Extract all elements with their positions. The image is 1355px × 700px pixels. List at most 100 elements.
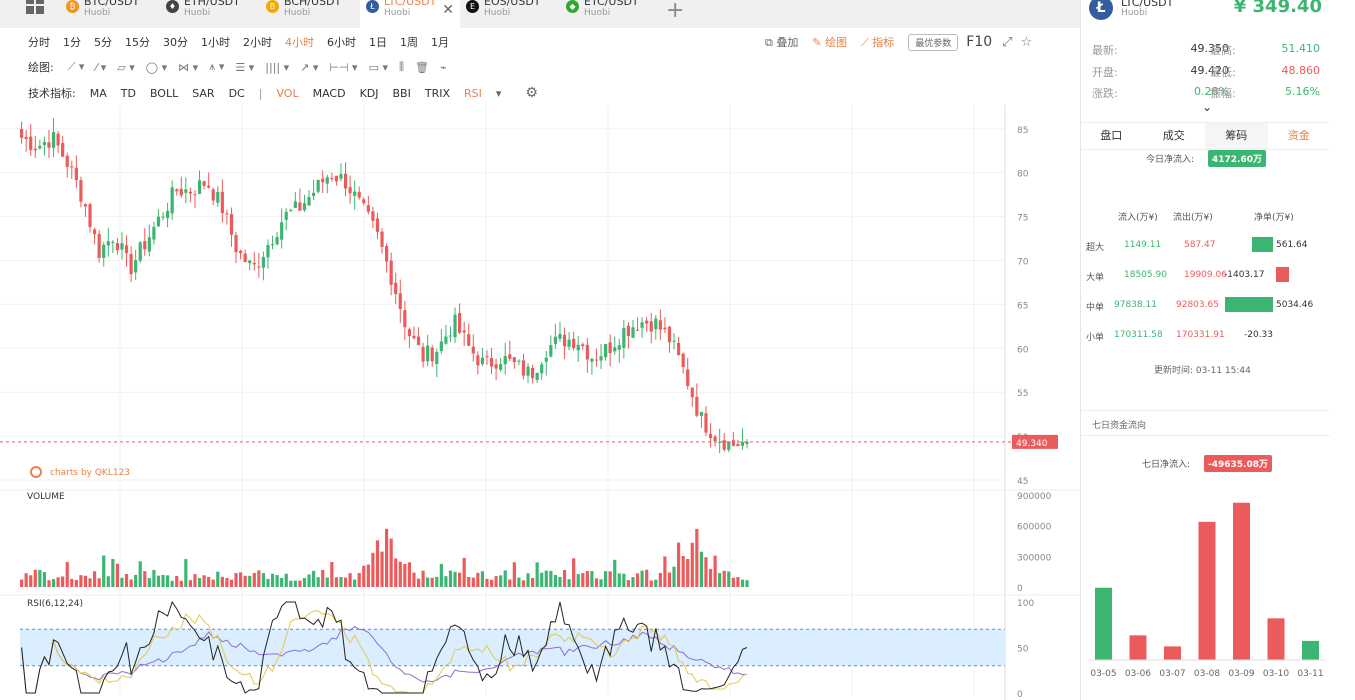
timeframe-3[interactable]: 15分 bbox=[125, 36, 150, 49]
timeframe-11[interactable]: 1月 bbox=[431, 36, 449, 49]
rsi-axis-label: 100 bbox=[1017, 599, 1034, 609]
col-inflow-header: 流入(万¥) bbox=[1118, 213, 1158, 223]
indicator-button[interactable]: ⟋ 指标 bbox=[861, 36, 895, 49]
eos-coin-icon: E bbox=[466, 0, 479, 13]
fibonacci-tool-icon[interactable]: ☰ ▾ bbox=[235, 60, 255, 74]
candlestick-chart[interactable]: 85 80 75 70 65 60 55 50 45 49.340 900000 600000 3000… bbox=[0, 105, 1080, 700]
arrow-tool-icon[interactable]: ↗ ▾ bbox=[300, 60, 319, 74]
seven-day-bar-03-06 bbox=[1129, 635, 1147, 660]
panel-divider bbox=[1080, 0, 1081, 700]
flow-net-bar bbox=[1276, 267, 1290, 282]
tab-ltc-usdt[interactable]: Ł LTC/USDT Huobi ✕ bbox=[360, 0, 460, 28]
indicator-dropdown-icon[interactable]: ▾ bbox=[495, 86, 502, 100]
brush-icon[interactable]: ⌁ bbox=[440, 60, 447, 74]
timeframe-0[interactable]: 分时 bbox=[28, 36, 50, 49]
tab-eth-usdt[interactable]: ♦ ETH/USDT Huobi bbox=[160, 0, 260, 28]
channel-tool-icon[interactable]: ▱ ▾ bbox=[117, 60, 135, 74]
indicator-rsi[interactable]: RSI bbox=[464, 86, 482, 100]
seven-day-net-label: 七日净流入: bbox=[1142, 460, 1191, 470]
rsi-label: RSI(6,12,24) bbox=[27, 599, 83, 609]
grid-menu-icon[interactable] bbox=[26, 0, 44, 14]
seven-day-date-label: 03-11 bbox=[1297, 669, 1323, 679]
timeframe-7[interactable]: 4小时 bbox=[285, 36, 314, 49]
timeframe-1[interactable]: 1分 bbox=[63, 36, 81, 49]
tab-orderbook[interactable]: 盘口 bbox=[1100, 129, 1123, 142]
gann-tool-icon[interactable]: |||| ▾ bbox=[265, 60, 290, 74]
right-tabs: 盘口 成交 筹码 资金 bbox=[1080, 122, 1330, 150]
open-label: 开盘: bbox=[1092, 66, 1118, 79]
indicator-bar: 技术指标: MA TD BOLL SAR DC | VOL MACD KDJ BBI TRIX RSI… bbox=[28, 85, 552, 101]
seven-day-date-label: 03-05 bbox=[1090, 669, 1116, 679]
volume-axis-label: 300000 bbox=[1017, 553, 1052, 563]
cny-price: ¥ 349.40 bbox=[1233, 0, 1322, 17]
change-value: 0.28% bbox=[1194, 85, 1229, 98]
measure-tool-icon[interactable]: ⊢⊣ ▾ bbox=[329, 60, 358, 74]
timeframe-8[interactable]: 6小时 bbox=[327, 36, 356, 49]
fullscreen-icon[interactable]: ⤢ bbox=[1002, 34, 1013, 50]
indicator-vol[interactable]: VOL bbox=[276, 86, 299, 100]
delete-icon[interactable]: 🗑 bbox=[415, 60, 430, 74]
pair-name: LTC/USDT bbox=[1121, 0, 1174, 9]
seven-day-bar-03-07 bbox=[1164, 646, 1181, 660]
indicator-separator: | bbox=[258, 86, 263, 100]
timeframe-10[interactable]: 1周 bbox=[400, 36, 418, 49]
ray-tool-icon[interactable]: ⁄ ▾ bbox=[95, 60, 107, 74]
settings-gear-icon[interactable]: ⚙ bbox=[525, 85, 538, 101]
col-net-header: 净单(万¥) bbox=[1254, 213, 1294, 223]
overlay-button[interactable]: ⧉ 叠加 bbox=[765, 36, 799, 49]
flow-net-value: 5034.46 bbox=[1276, 300, 1314, 310]
flow-outflow: 170331.91 bbox=[1176, 330, 1225, 340]
chart-toolbar-right: ⧉ 叠加 ✎ 绘图 ⟋ 指标 最优参数 F10 ⤢ ☆ bbox=[765, 32, 1040, 52]
tab-bar: ₿ BTC/USDT Huobi ♦ ETH/USDT Huobi B BCH/USDT Huo… bbox=[0, 0, 1080, 28]
indicator-td[interactable]: TD bbox=[120, 86, 136, 100]
indicator-ma[interactable]: MA bbox=[89, 86, 107, 100]
shape-tool-icon[interactable]: ◯ ▾ bbox=[145, 60, 168, 74]
tab-btc-usdt[interactable]: ₿ BTC/USDT Huobi bbox=[60, 0, 160, 28]
add-tab-icon[interactable]: + bbox=[666, 0, 685, 23]
tab-eos-usdt[interactable]: E EOS/USDT Huobi bbox=[460, 0, 560, 28]
tab-etc-usdt[interactable]: ◆ ETC/USDT Huobi bbox=[560, 0, 660, 28]
tab-exchange: Huobi bbox=[484, 8, 511, 18]
best-params-button[interactable]: 最优参数 bbox=[908, 33, 959, 51]
tab-exchange: Huobi bbox=[184, 8, 211, 18]
line-tool-icon[interactable]: ⟋ ▾ bbox=[67, 60, 85, 73]
flow-net-value: 561.64 bbox=[1276, 240, 1308, 250]
indicator-sar[interactable]: SAR bbox=[192, 86, 215, 100]
chart-watermark: charts by QKL123 bbox=[50, 468, 130, 478]
indicator-macd[interactable]: MACD bbox=[312, 86, 346, 100]
tab-name: ETC/USDT bbox=[584, 0, 639, 8]
btc-coin-icon: ₿ bbox=[66, 0, 79, 13]
price-axis-label: 45 bbox=[1017, 477, 1028, 487]
timeframe-6[interactable]: 2小时 bbox=[243, 36, 272, 49]
chevron-down-icon[interactable]: ⌄ bbox=[1202, 100, 1213, 114]
f10-button[interactable]: F10 bbox=[966, 34, 993, 50]
col-outflow-header: 流出(万¥) bbox=[1173, 213, 1213, 223]
indicator-boll[interactable]: BOLL bbox=[149, 86, 179, 100]
qkl-logo-icon bbox=[30, 466, 42, 478]
timeframe-5[interactable]: 1小时 bbox=[201, 36, 230, 49]
annotation-tool-icon[interactable]: ▭ ▾ bbox=[368, 60, 388, 74]
timeframe-2[interactable]: 5分 bbox=[94, 36, 112, 49]
pitchfork-tool-icon[interactable]: ⩚ ▾ bbox=[209, 60, 225, 73]
indicator-trix[interactable]: TRIX bbox=[424, 86, 450, 100]
timeframe-9[interactable]: 1日 bbox=[369, 36, 387, 49]
indicator-kdj[interactable]: KDJ bbox=[359, 86, 379, 100]
indicator-dc[interactable]: DC bbox=[228, 86, 245, 100]
draw-button[interactable]: ✎ 绘图 bbox=[812, 36, 848, 49]
pattern-tool-icon[interactable]: ⋈ ▾ bbox=[178, 60, 199, 74]
bar-pattern-icon[interactable]: ⫼ bbox=[398, 60, 405, 73]
tab-chips[interactable]: 筹码 bbox=[1205, 123, 1268, 149]
seven-day-date-label: 03-10 bbox=[1263, 669, 1289, 679]
indicator-bbi[interactable]: BBI bbox=[392, 86, 411, 100]
close-tab-icon[interactable]: ✕ bbox=[442, 2, 454, 18]
timeframe-4[interactable]: 30分 bbox=[163, 36, 188, 49]
tab-name: BCH/USDT bbox=[284, 0, 342, 8]
flow-net-bar bbox=[1225, 297, 1273, 312]
tab-funds[interactable]: 资金 bbox=[1267, 123, 1330, 149]
tab-bch-usdt[interactable]: B BCH/USDT Huobi bbox=[260, 0, 360, 28]
etc-coin-icon: ◆ bbox=[566, 0, 579, 13]
favorite-star-icon[interactable]: ☆ bbox=[1020, 34, 1033, 50]
ltc-coin-icon: Ł bbox=[1089, 0, 1113, 20]
tab-trades[interactable]: 成交 bbox=[1162, 129, 1185, 142]
seven-day-net-badge: -49635.08万 bbox=[1204, 455, 1272, 472]
